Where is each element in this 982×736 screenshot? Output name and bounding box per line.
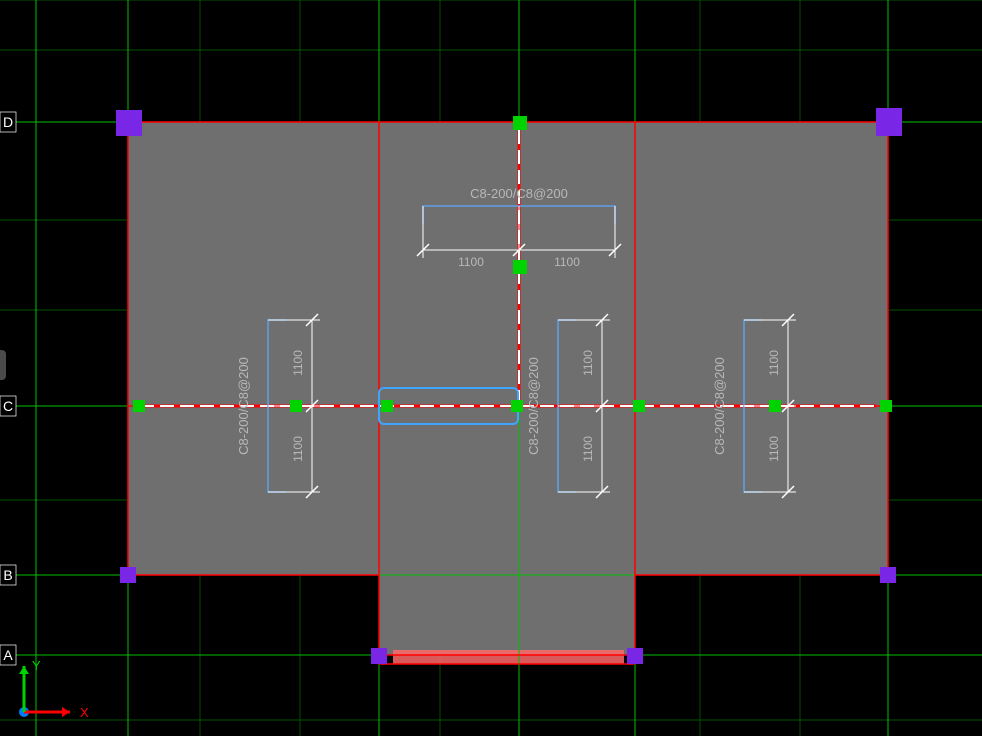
dim-value-v: 1100 [581,350,595,376]
grip-node[interactable] [513,116,527,130]
grip-node[interactable] [133,400,145,412]
dim-value-v: 1100 [291,350,305,376]
axis-label: C [3,398,13,414]
floor-strip [393,650,624,664]
left-collapsed-panel[interactable] [0,350,6,380]
dim-value-v: 1100 [767,350,781,376]
column-small[interactable] [880,567,896,583]
grip-node[interactable] [513,260,527,274]
ucs-x-label: X [80,705,89,720]
reinf-label-v: C8-200/C8@200 [236,357,251,455]
drawing-svg: C8-200/C8@200 1100 1100 C8-200/C8@200 1100 11… [0,0,982,736]
column-big[interactable] [116,110,142,136]
dim-value-v: 1100 [767,436,781,462]
cad-canvas[interactable]: C8-200/C8@200 1100 1100 C8-200/C8@200 1100 11… [0,0,982,736]
reinf-label: C8-200/C8@200 [470,186,568,201]
column-small[interactable] [371,648,387,664]
axis-label: B [3,567,12,583]
grip-node[interactable] [633,400,645,412]
column-small[interactable] [627,648,643,664]
grip-node[interactable] [880,400,892,412]
dim-value-v: 1100 [581,436,595,462]
dim-value-v: 1100 [291,436,305,462]
grip-node[interactable] [290,400,302,412]
axis-label: D [3,114,13,130]
grip-node[interactable] [511,400,523,412]
grip-node[interactable] [381,400,393,412]
ucs-y-label: Y [32,658,41,673]
reinf-label-v: C8-200/C8@200 [526,357,541,455]
column-small[interactable] [120,567,136,583]
reinf-label-v: C8-200/C8@200 [712,357,727,455]
dim-value: 1100 [458,255,484,269]
column-big[interactable] [876,108,902,134]
dim-value: 1100 [554,255,580,269]
grip-node[interactable] [769,400,781,412]
axis-label: A [3,647,13,663]
